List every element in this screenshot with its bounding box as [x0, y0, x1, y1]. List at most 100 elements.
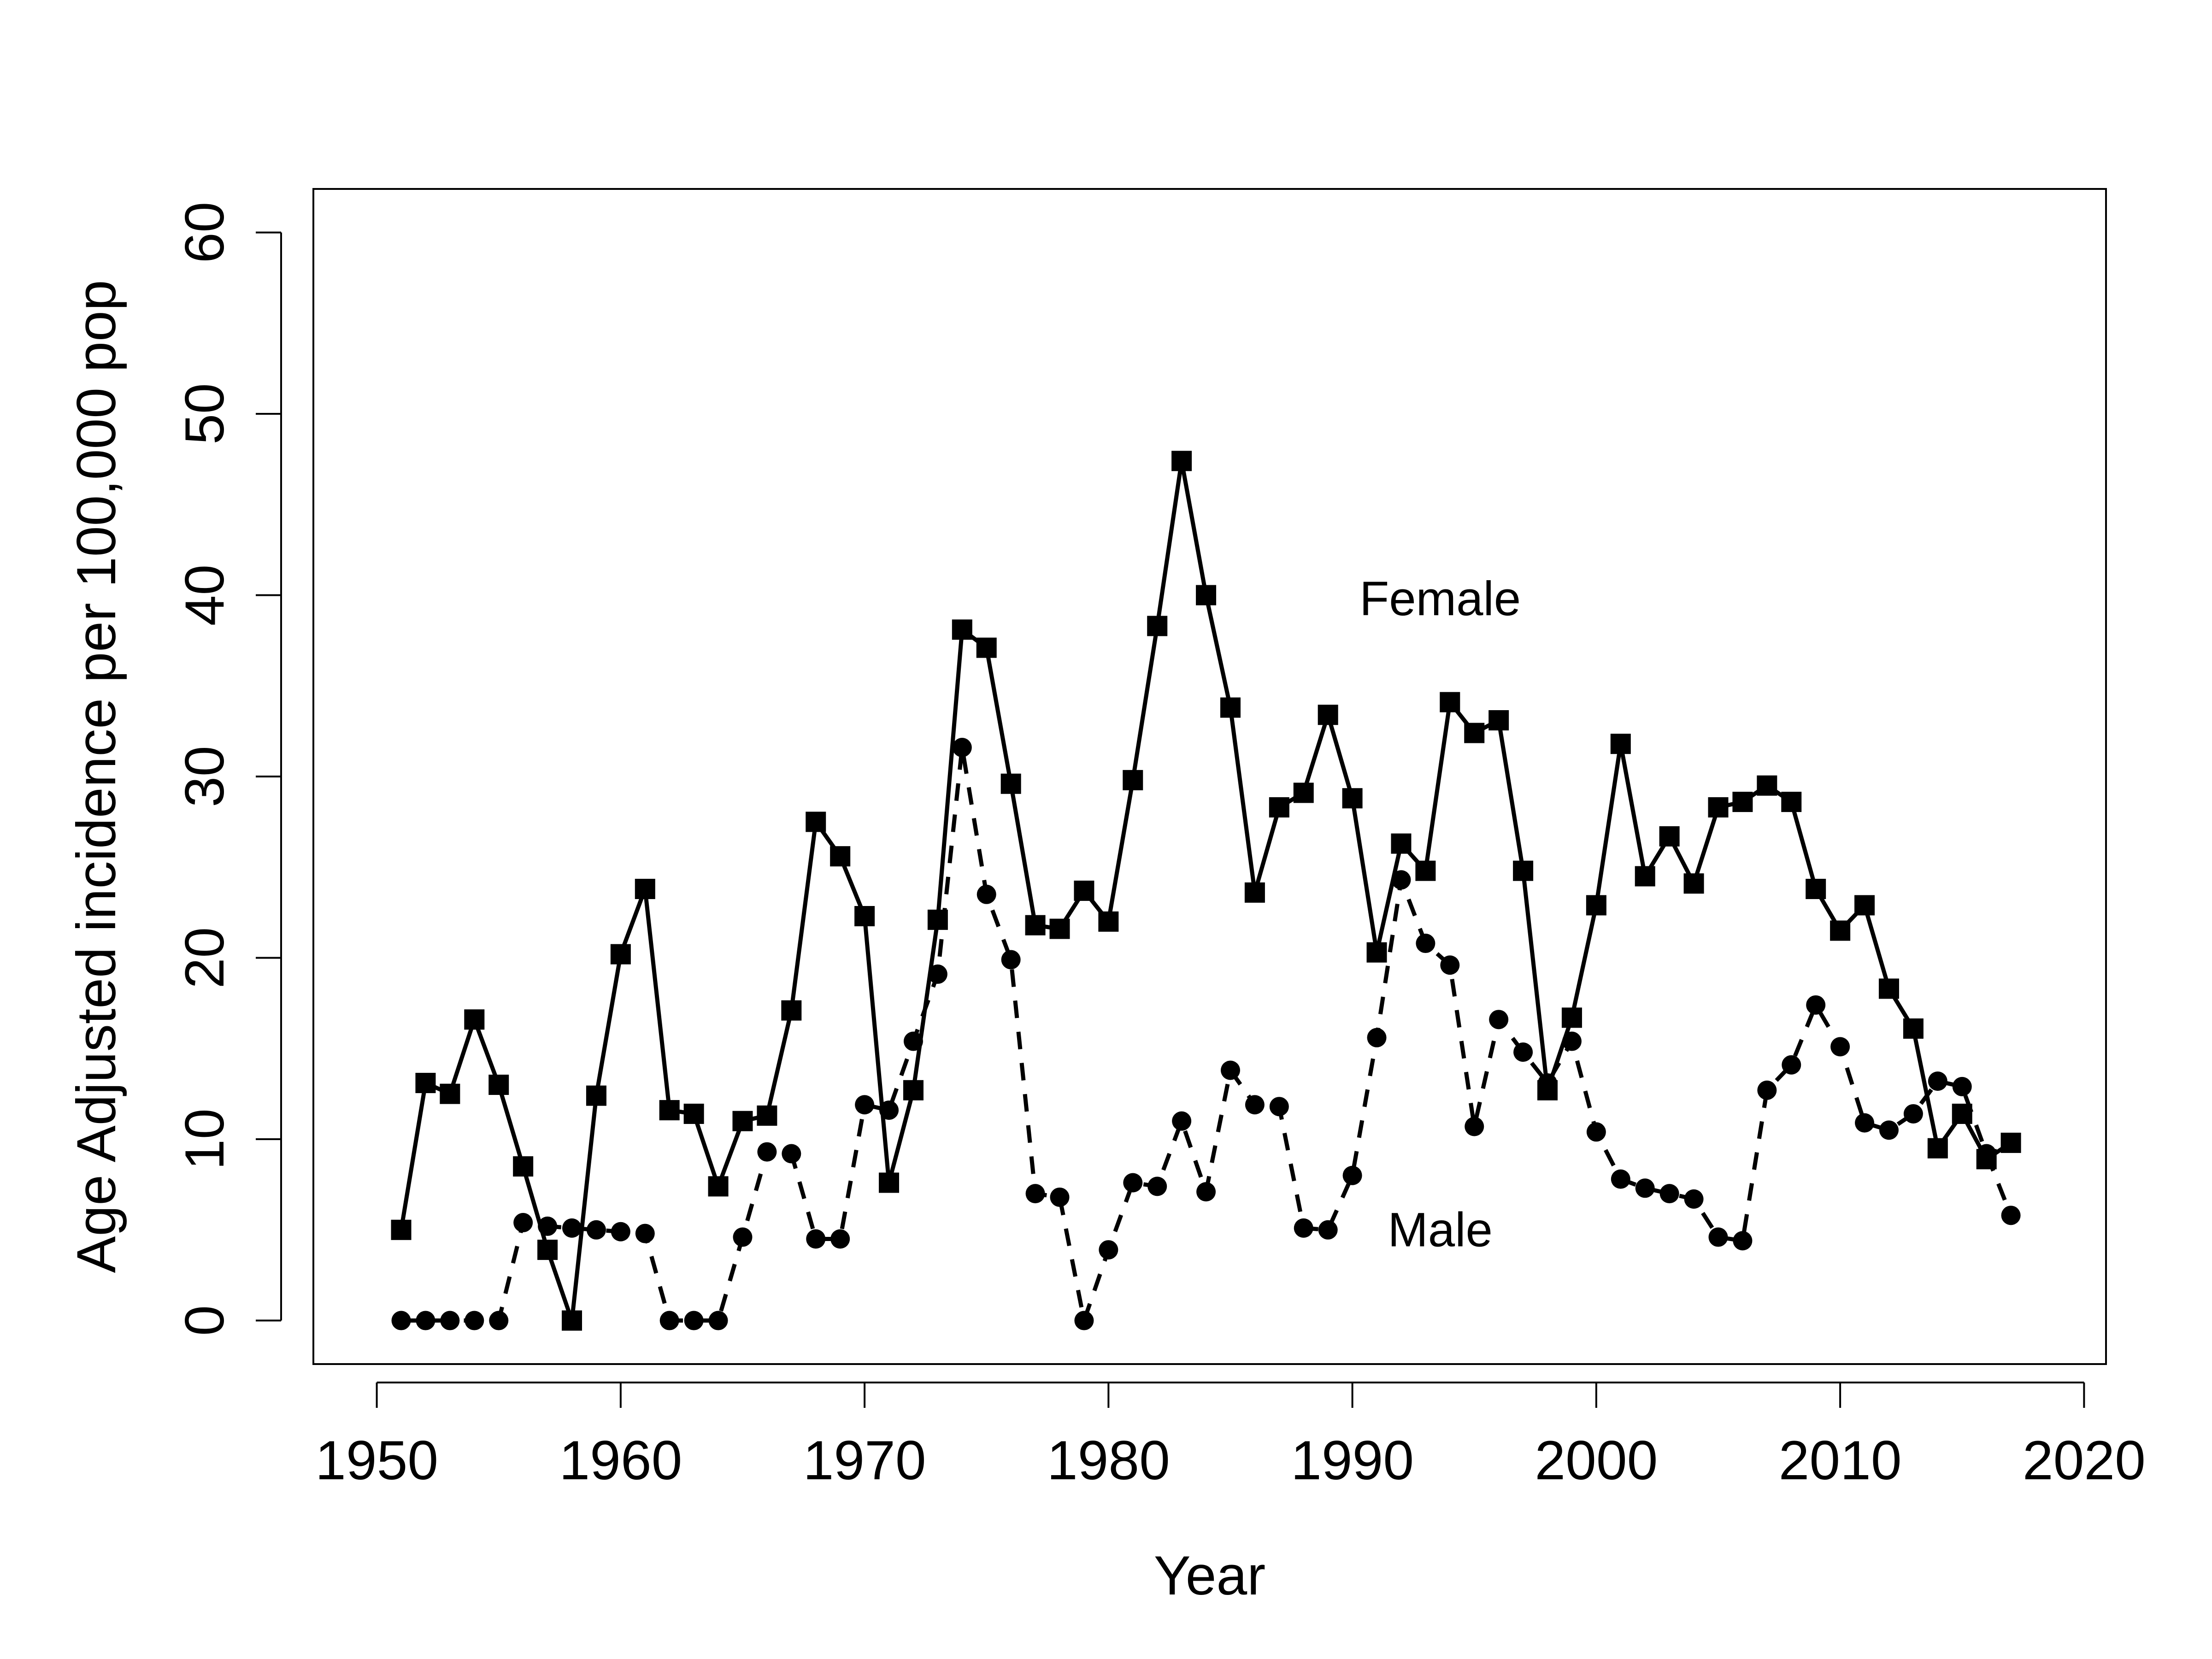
x-tick-label: 1960 [559, 1430, 682, 1491]
female-series [391, 451, 2021, 1331]
female-point [1171, 451, 1192, 471]
male-point [1367, 1028, 1387, 1047]
x-tick-label: 2020 [2023, 1430, 2146, 1491]
female-point [1561, 1007, 1582, 1028]
male-point [1245, 1095, 1265, 1115]
male-point [1855, 1113, 1875, 1133]
y-tick-label: 20 [174, 927, 235, 988]
female-annotation: Female [1359, 572, 1521, 626]
male-point [1465, 1117, 1484, 1136]
x-axis: 1950 1960 1970 1980 1990 2000 2010 2020 [315, 1382, 2146, 1491]
male-point [1708, 1227, 1728, 1247]
male-point [611, 1222, 630, 1241]
male-point [1635, 1178, 1655, 1198]
annotation-layer: Female Male [1359, 572, 1521, 1257]
male-point [757, 1142, 777, 1162]
male-point [1879, 1120, 1899, 1140]
y-tick-label: 60 [174, 202, 235, 263]
female-point [683, 1103, 704, 1124]
male-point [733, 1227, 753, 1247]
female-point [440, 1083, 460, 1104]
male-point [782, 1144, 801, 1164]
male-point [1806, 995, 1826, 1015]
male-point [977, 884, 996, 904]
female-point [1196, 585, 1217, 606]
y-axis-label: Age Adjusted incidence per 100,000 pop [65, 280, 127, 1273]
male-point [1611, 1169, 1630, 1189]
female-point [1244, 882, 1265, 903]
y-axis: 0 10 20 30 40 50 60 [174, 202, 282, 1336]
female-point [415, 1073, 436, 1094]
female-point [1781, 792, 1802, 812]
male-point [1220, 1060, 1240, 1080]
male-point [928, 964, 947, 984]
male-point [1025, 1184, 1045, 1204]
female-point [976, 637, 997, 658]
female-point [732, 1111, 753, 1131]
male-series [391, 738, 2021, 1330]
male-point [1659, 1184, 1679, 1204]
female-point [659, 1100, 680, 1121]
male-point [1196, 1182, 1216, 1202]
male-point [830, 1229, 850, 1249]
female-point [1708, 797, 1729, 818]
male-point [1928, 1071, 1947, 1091]
female-point [1123, 770, 1143, 790]
male-point [1001, 950, 1021, 970]
female-point [464, 1009, 485, 1030]
female-point [1269, 797, 1289, 818]
female-point [806, 812, 826, 832]
female-point [1659, 826, 1680, 847]
female-point [537, 1240, 558, 1260]
male-point [635, 1224, 655, 1243]
female-point [1854, 895, 1875, 916]
female-point [1586, 895, 1606, 916]
female-point [1513, 860, 1534, 881]
male-point [1513, 1042, 1533, 1062]
female-point [635, 878, 655, 899]
male-point [513, 1213, 533, 1233]
male-point [1342, 1165, 1362, 1185]
male-point [708, 1311, 728, 1330]
female-point [1683, 873, 1704, 894]
male-point [1318, 1220, 1338, 1240]
male-point [562, 1218, 582, 1238]
female-point [708, 1176, 729, 1197]
female-point [2000, 1132, 2021, 1153]
male-point [391, 1311, 411, 1330]
female-point [952, 619, 972, 640]
female-point [1366, 942, 1387, 963]
female-point [1098, 911, 1119, 932]
y-tick-label: 30 [174, 746, 235, 807]
x-tick-label: 2010 [1779, 1430, 1902, 1491]
female-point [562, 1310, 582, 1331]
male-point [1757, 1080, 1777, 1100]
x-tick-label: 2000 [1535, 1430, 1658, 1491]
male-point [1733, 1231, 1753, 1251]
female-point [1220, 697, 1241, 718]
male-point [952, 738, 972, 758]
female-point [610, 944, 631, 965]
y-tick-label: 40 [174, 565, 235, 626]
female-point [1293, 782, 1314, 803]
female-point [1415, 860, 1436, 881]
plot-frame [312, 188, 2107, 1365]
x-axis-label: Year [1154, 1545, 1265, 1606]
female-point [586, 1085, 606, 1106]
male-point [1440, 955, 1460, 975]
female-point [391, 1219, 412, 1240]
female-point [488, 1074, 509, 1095]
male-point [1903, 1104, 1923, 1124]
female-point [781, 1000, 802, 1021]
y-tick-label: 0 [174, 1305, 235, 1336]
female-point [1878, 978, 1899, 999]
male-point [1074, 1311, 1094, 1330]
female-point [757, 1105, 777, 1126]
male-point [1099, 1240, 1118, 1260]
male-point [1391, 870, 1411, 890]
male-point [1294, 1218, 1313, 1238]
male-point [855, 1095, 875, 1115]
female-point [1757, 775, 1777, 796]
